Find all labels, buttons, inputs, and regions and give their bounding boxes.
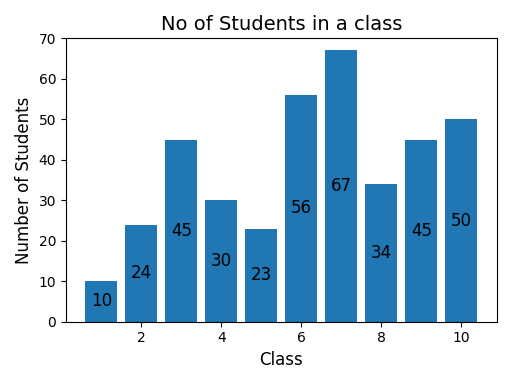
Y-axis label: Number of Students: Number of Students bbox=[15, 96, 33, 264]
Bar bbox=[366, 184, 397, 322]
Bar bbox=[326, 50, 357, 322]
Text: 23: 23 bbox=[251, 266, 272, 284]
Text: 45: 45 bbox=[171, 222, 192, 240]
Bar bbox=[125, 225, 158, 322]
Text: 34: 34 bbox=[371, 244, 392, 262]
Text: 30: 30 bbox=[211, 252, 232, 270]
Text: 10: 10 bbox=[91, 293, 112, 311]
Bar bbox=[205, 200, 238, 322]
Text: 45: 45 bbox=[411, 222, 432, 240]
Bar bbox=[286, 95, 317, 322]
Bar bbox=[86, 281, 117, 322]
Title: No of Students in a class: No of Students in a class bbox=[161, 15, 402, 34]
Bar bbox=[445, 119, 477, 322]
Text: 50: 50 bbox=[451, 212, 472, 230]
Text: 56: 56 bbox=[291, 199, 312, 217]
Text: 24: 24 bbox=[131, 264, 152, 282]
X-axis label: Class: Class bbox=[260, 351, 303, 369]
Bar bbox=[406, 139, 437, 322]
Bar bbox=[245, 228, 278, 322]
Text: 67: 67 bbox=[331, 177, 352, 195]
Bar bbox=[165, 139, 198, 322]
